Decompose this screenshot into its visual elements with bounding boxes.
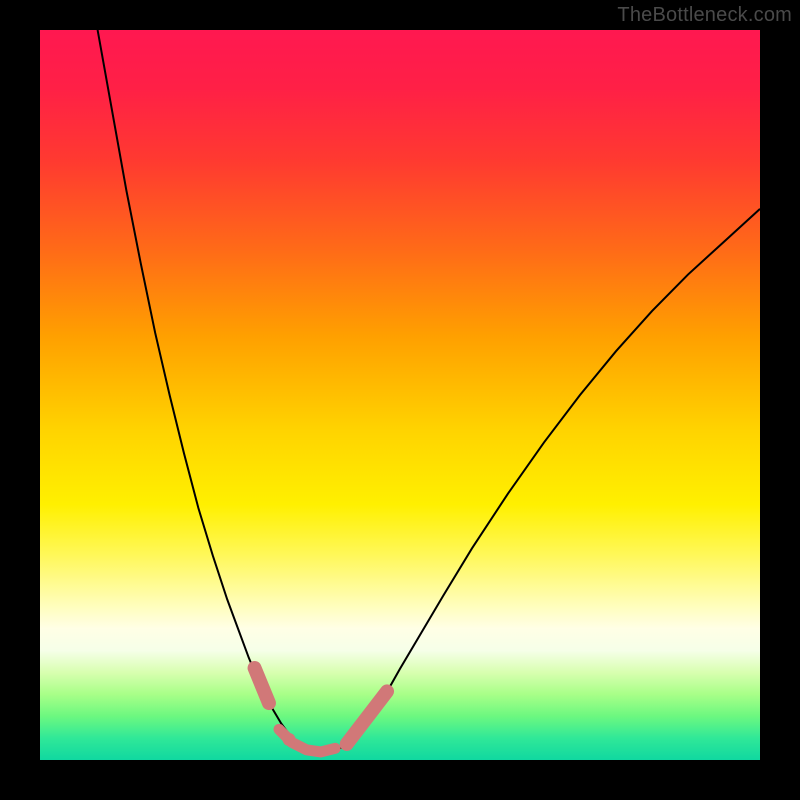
heatmap-background (40, 30, 760, 760)
bottleneck-curve-chart (0, 0, 800, 800)
watermark-label: TheBottleneck.com (617, 4, 792, 27)
